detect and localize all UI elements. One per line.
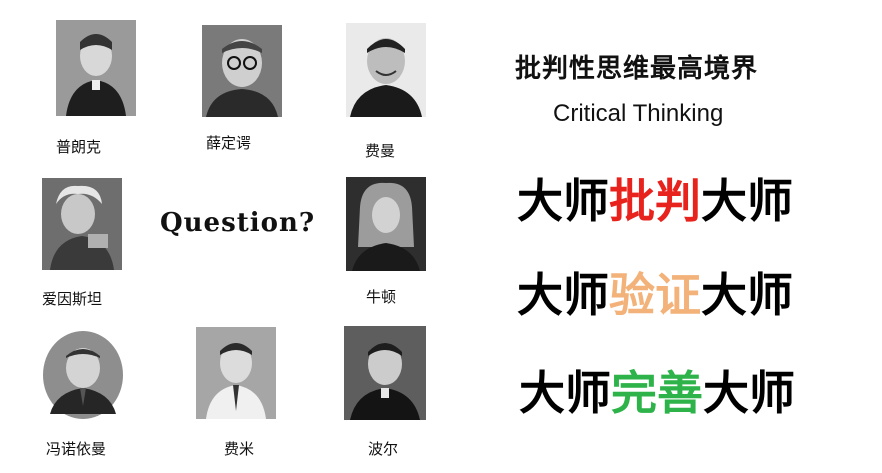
slogan-highlight-perfect: 完善 (611, 366, 703, 420)
feynman-name: 费曼 (365, 142, 396, 160)
bohr-portrait (344, 326, 426, 420)
schrodinger-portrait (202, 25, 282, 117)
einstein-portrait (42, 178, 122, 270)
slogan-suffix: 大师 (703, 366, 795, 420)
fermi-portrait (196, 327, 276, 419)
question-text: Question? (160, 208, 316, 238)
planck-name: 普朗克 (56, 138, 102, 156)
von-neumann-portrait (42, 330, 124, 420)
slogan-prefix: 大师 (517, 174, 609, 228)
newton-portrait (346, 177, 426, 271)
feynman-portrait (346, 23, 426, 117)
slogan-prefix: 大师 (517, 268, 609, 322)
fermi-name: 费米 (224, 440, 255, 458)
slogan-perfect: 大师完善大师 (519, 370, 795, 416)
slogan-verify: 大师验证大师 (517, 272, 793, 318)
schrodinger-name: 薛定谔 (206, 134, 252, 152)
slogan-suffix: 大师 (701, 174, 793, 228)
bohr-name: 波尔 (368, 440, 399, 458)
slogan-prefix: 大师 (519, 366, 611, 420)
planck-portrait (56, 20, 136, 116)
von-neumann-name: 冯诺依曼 (46, 440, 107, 458)
slogan-highlight-verify: 验证 (609, 268, 701, 322)
newton-name: 牛顿 (366, 288, 397, 306)
einstein-name: 爱因斯坦 (42, 290, 103, 308)
title-chinese: 批判性思维最高境界 (515, 54, 759, 84)
slogan-suffix: 大师 (701, 268, 793, 322)
title-english: Critical Thinking (553, 100, 724, 127)
slogan-critique: 大师批判大师 (517, 178, 793, 224)
slogan-highlight-critique: 批判 (609, 174, 701, 228)
